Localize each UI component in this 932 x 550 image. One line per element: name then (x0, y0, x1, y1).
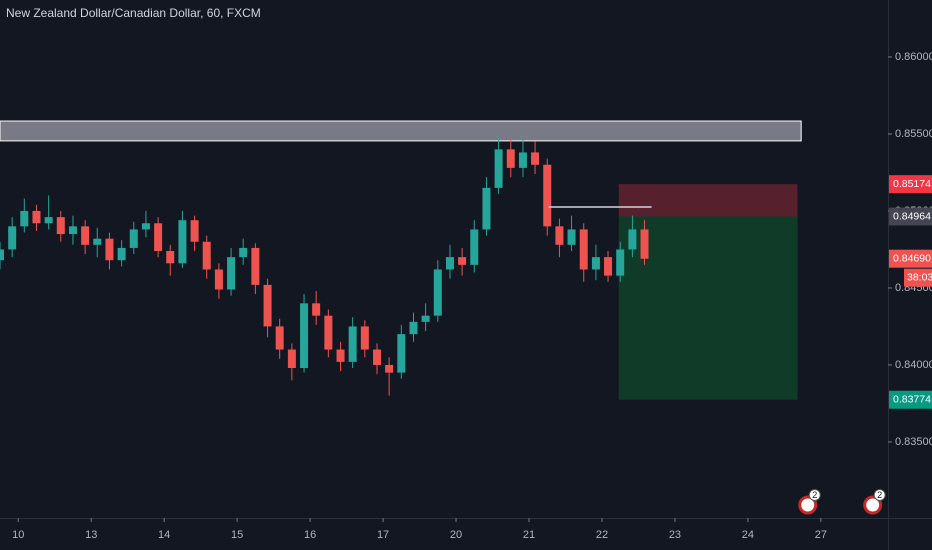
price-badge-label: 0.85174 (893, 178, 931, 190)
event-marker (863, 495, 883, 515)
x-tick-label: 15 (231, 529, 243, 541)
candle-body (0, 249, 4, 261)
price-badge (889, 390, 932, 409)
candle-body (579, 229, 588, 270)
candle-body (227, 257, 236, 290)
candle-body (640, 229, 649, 259)
candle-body (129, 229, 138, 248)
candle-body (312, 303, 321, 316)
candle-body (263, 284, 272, 327)
candle-body (385, 364, 394, 373)
candle-body (360, 326, 369, 350)
y-tick-label: 0.84000 (895, 359, 932, 371)
x-tick-label: 13 (85, 529, 97, 541)
plot-area (0, 120, 802, 400)
candle-body (44, 217, 53, 224)
candle-body (202, 241, 211, 270)
y-tick-label: 0.85500 (895, 128, 932, 140)
candle-body (506, 149, 515, 168)
candle-body (105, 238, 114, 261)
candle-body (8, 226, 17, 250)
x-tick-label: 17 (377, 529, 389, 541)
candle-body (336, 349, 345, 362)
candle-body (616, 249, 625, 276)
x-tick-label: 16 (304, 529, 316, 541)
candle-body (141, 223, 150, 230)
y-tick-label: 0.86000 (895, 51, 932, 63)
x-tick-label: 22 (596, 529, 608, 541)
resistance-zone (0, 120, 802, 142)
candle-body (397, 334, 406, 373)
candle-body (81, 226, 90, 245)
price-badge (889, 249, 932, 268)
candle-body (56, 217, 65, 235)
x-tick-label: 10 (12, 529, 24, 541)
candle-body (494, 149, 503, 188)
x-tick-label: 21 (523, 529, 535, 541)
candle-body (154, 223, 163, 251)
event-count-bubble (873, 489, 886, 501)
candle-body (531, 152, 540, 165)
candle-body (214, 269, 223, 290)
candle-body (421, 315, 430, 322)
price-badge-label: 0.84964 (893, 210, 931, 222)
price-badge-label: 0.83774 (893, 394, 931, 406)
candle-body (239, 247, 248, 258)
candle-body (324, 315, 333, 350)
candle-body (433, 269, 442, 316)
candle-body (190, 220, 199, 242)
candle-body (20, 210, 29, 227)
event-count: 2 (812, 490, 817, 500)
candle-body (166, 250, 175, 264)
candle-body (348, 326, 357, 362)
price-badge (889, 175, 932, 194)
candle-body (373, 349, 382, 365)
candle-body (117, 247, 126, 261)
candle-body (628, 229, 637, 250)
event-marker (798, 495, 818, 515)
candle-body (178, 220, 187, 264)
candle-body (409, 321, 418, 335)
candle-body (482, 187, 491, 230)
x-tick-label: 27 (815, 529, 827, 541)
candle-body (68, 226, 77, 235)
candle-body (251, 247, 260, 285)
countdown-label: 38:03 (907, 271, 932, 283)
price-badge-label: 0.84690 (893, 252, 931, 264)
x-tick-label: 14 (158, 529, 170, 541)
candle-body (591, 257, 600, 270)
event-count-bubble (808, 489, 821, 501)
candle-body (93, 238, 102, 245)
candle-body (604, 257, 613, 276)
y-tick-label: 0.83500 (895, 436, 932, 448)
candle-body (458, 257, 467, 265)
candle-body (543, 164, 552, 227)
countdown-badge (904, 268, 932, 287)
candle-body (275, 326, 284, 350)
chart-title: New Zealand Dollar/Canadian Dollar, 60, … (6, 6, 261, 20)
candle-body (445, 257, 454, 270)
candle-body (555, 226, 564, 245)
candle-body (287, 349, 296, 369)
x-tick-label: 20 (450, 529, 462, 541)
price-badge (889, 207, 932, 226)
candle-body (518, 152, 527, 168)
candle-body (470, 229, 479, 265)
stop-zone (618, 184, 798, 217)
x-tick-label: 24 (742, 529, 754, 541)
event-count: 2 (877, 490, 882, 500)
candle-body (300, 303, 309, 369)
candle-body (567, 229, 576, 245)
target-zone (618, 216, 798, 400)
x-tick-label: 23 (669, 529, 681, 541)
candle-body (32, 210, 41, 224)
